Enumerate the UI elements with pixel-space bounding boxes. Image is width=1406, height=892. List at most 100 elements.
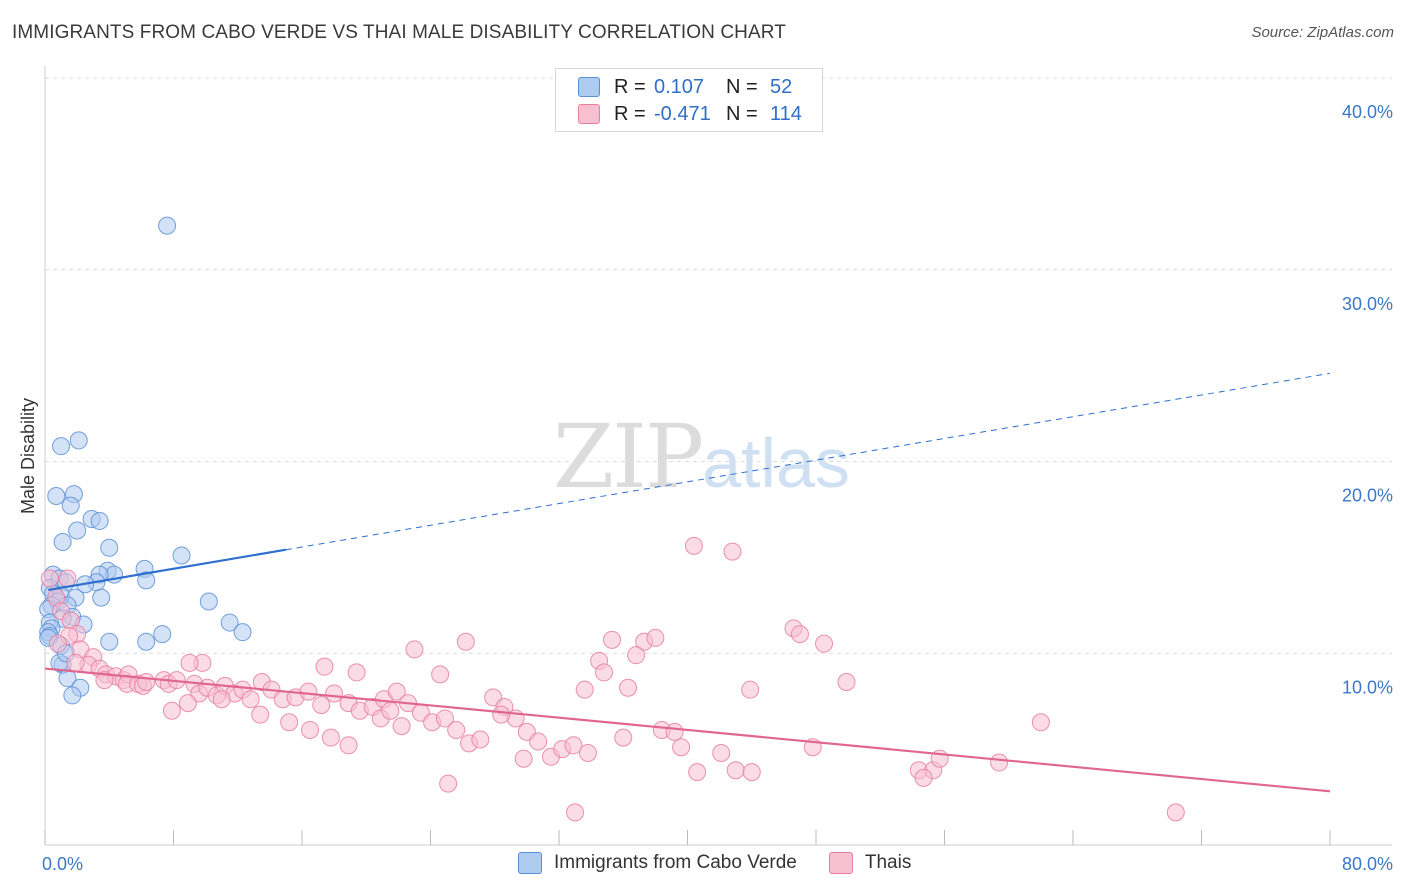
- legend-n-value: 114: [770, 102, 802, 125]
- chart-title: IMMIGRANTS FROM CABO VERDE VS THAI MALE …: [12, 22, 786, 43]
- point-thais: [578, 743, 597, 762]
- point-cabo-verde: [137, 632, 156, 651]
- point-thais: [1166, 803, 1185, 822]
- point-thais: [392, 717, 411, 736]
- point-thais: [137, 673, 156, 692]
- point-thais: [564, 736, 583, 755]
- point-thais: [447, 720, 466, 739]
- point-thais: [321, 728, 340, 747]
- point-thais: [619, 678, 638, 697]
- point-thais: [301, 720, 320, 739]
- point-thais: [614, 728, 633, 747]
- stats-legend-row-cabo-verde: R = 0.107 N = 52: [578, 75, 792, 99]
- trendline-cabo-verde-extension: [285, 372, 1331, 551]
- point-thais: [684, 536, 703, 555]
- series-legend-item-thais[interactable]: Thais: [828, 852, 912, 874]
- point-thais: [95, 671, 114, 690]
- point-thais: [837, 673, 856, 692]
- point-thais: [251, 705, 270, 724]
- point-thais: [726, 761, 745, 780]
- trendline-cabo-verde: [48, 548, 287, 592]
- legend-r-value: -0.471: [654, 102, 711, 125]
- legend-swatch-thais: [578, 104, 600, 124]
- point-thais: [315, 657, 334, 676]
- point-thais: [435, 709, 454, 728]
- point-thais: [178, 694, 197, 713]
- point-cabo-verde: [90, 511, 109, 530]
- point-thais: [514, 749, 533, 768]
- point-thais: [241, 690, 260, 709]
- point-cabo-verde: [100, 538, 119, 557]
- point-thais: [66, 653, 85, 672]
- series-legend-item-cabo-verde[interactable]: Immigrants from Cabo Verde: [518, 852, 797, 874]
- series-legend-label: Thais: [864, 852, 912, 873]
- point-cabo-verde: [68, 521, 87, 540]
- point-thais: [688, 763, 707, 782]
- y-axis-label: Male Disability: [18, 398, 38, 514]
- point-thais: [299, 682, 318, 701]
- point-cabo-verde: [233, 623, 252, 642]
- point-thais: [672, 738, 691, 757]
- point-thais: [741, 680, 760, 699]
- legend-r-value: 0.107: [654, 75, 705, 98]
- point-cabo-verde: [158, 216, 177, 235]
- point-thais: [594, 663, 613, 682]
- point-cabo-verde: [61, 496, 80, 515]
- point-thais: [212, 690, 231, 709]
- point-thais: [492, 705, 511, 724]
- point-cabo-verde: [100, 632, 119, 651]
- point-thais: [439, 774, 458, 793]
- y-tick-label: 20.0%: [1342, 486, 1393, 506]
- point-thais: [723, 542, 742, 561]
- watermark-zip: ZIP: [553, 405, 704, 508]
- point-thais: [471, 730, 490, 749]
- legend-r-label: R =: [614, 75, 646, 98]
- point-cabo-verde: [199, 592, 218, 611]
- point-thais: [529, 732, 548, 751]
- y-tick-label: 40.0%: [1342, 102, 1393, 122]
- x-tick-label-min: 0.0%: [42, 854, 83, 874]
- point-cabo-verde: [92, 588, 111, 607]
- point-thais: [815, 634, 834, 653]
- point-thais: [665, 722, 684, 741]
- series-legend: Immigrants from Cabo Verde Thais: [518, 852, 943, 874]
- y-tick-label: 30.0%: [1342, 294, 1393, 314]
- point-thais: [790, 625, 809, 644]
- point-thais: [566, 803, 585, 822]
- point-thais: [339, 736, 358, 755]
- stats-legend: R = 0.107 N = 52 R = -0.471 N = 114: [555, 68, 823, 132]
- point-cabo-verde: [63, 686, 82, 705]
- point-thais: [325, 684, 344, 703]
- legend-n-label: N =: [726, 75, 758, 98]
- point-thais: [456, 632, 475, 651]
- point-thais: [381, 701, 400, 720]
- point-thais: [627, 646, 646, 665]
- point-cabo-verde: [69, 431, 88, 450]
- point-cabo-verde: [220, 613, 239, 632]
- point-thais: [575, 680, 594, 699]
- point-thais: [914, 768, 933, 787]
- point-thais: [742, 763, 761, 782]
- stats-legend-row-thais: R = -0.471 N = 114: [578, 102, 802, 126]
- point-thais: [387, 682, 406, 701]
- watermark: ZIPatlas: [553, 405, 850, 508]
- point-thais: [431, 665, 450, 684]
- point-thais: [58, 569, 77, 588]
- point-thais: [48, 634, 67, 653]
- point-thais: [603, 630, 622, 649]
- point-thais: [162, 701, 181, 720]
- point-cabo-verde: [52, 437, 71, 456]
- point-cabo-verde: [172, 546, 191, 565]
- series-legend-swatch-cabo-verde: [518, 852, 542, 874]
- point-cabo-verde: [137, 571, 156, 590]
- legend-n-label: N =: [726, 102, 758, 125]
- legend-n-value: 52: [770, 75, 793, 98]
- point-thais: [180, 653, 199, 672]
- point-cabo-verde: [47, 487, 66, 506]
- point-thais: [347, 663, 366, 682]
- point-thais: [712, 743, 731, 762]
- y-tick-label: 10.0%: [1342, 677, 1393, 697]
- point-thais: [405, 640, 424, 659]
- x-tick-label-max: 80.0%: [1342, 854, 1393, 874]
